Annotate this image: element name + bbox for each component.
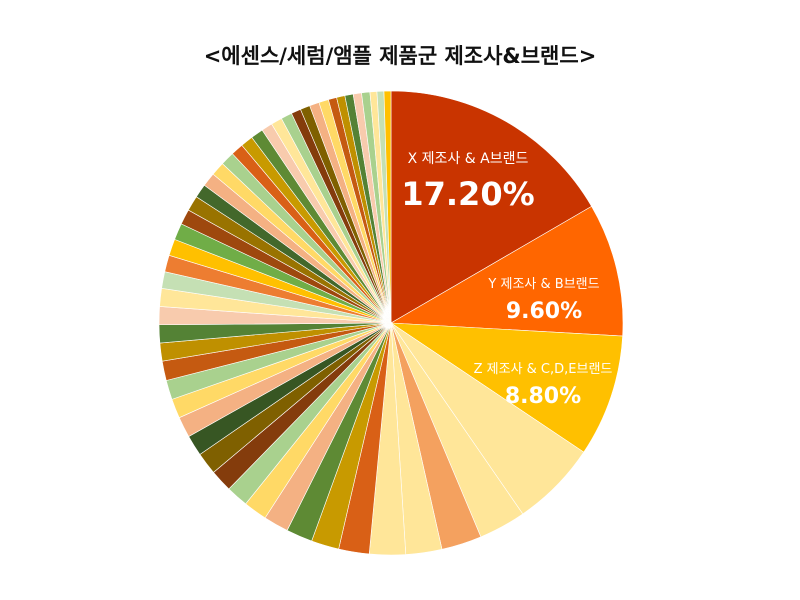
slice-percent-label: 9.60% [506,299,582,324]
pie-slice [389,322,623,453]
chart-title: <에센스/세럼/앰플 제품군 제조사&브랜드> [203,44,597,68]
pie-slice [389,205,624,337]
pie-slice [383,90,392,324]
slice-name-label: X 제조사 & A브랜드 [408,151,529,167]
slice-name-label: Y 제조사 & B브랜드 [487,277,599,292]
slice-percent-label: 8.80% [505,384,581,409]
pie-slices [158,90,624,556]
slice-name-label: Z 제조사 & C,D,E브랜드 [474,362,613,377]
slice-percent-label: 17.20% [401,175,534,213]
pie-labels: X 제조사 & A브랜드 17.20% Y 제조사 & B브랜드 9.60% Z 제조사… [401,151,612,409]
pie-slice [390,90,592,324]
